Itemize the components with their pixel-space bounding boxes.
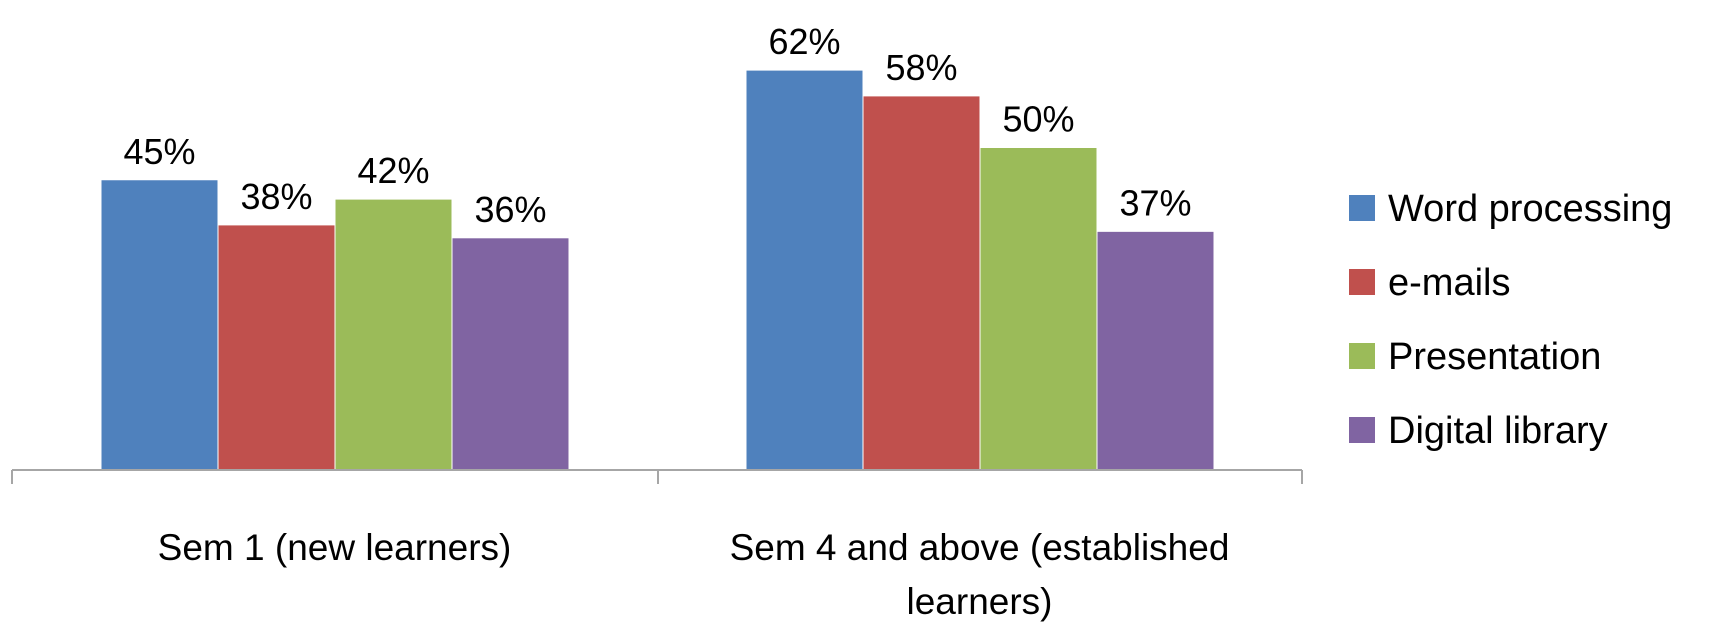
legend-swatch xyxy=(1349,195,1375,221)
bar xyxy=(334,198,453,471)
bar xyxy=(745,69,864,471)
legend-swatch xyxy=(1349,417,1375,443)
bar xyxy=(451,237,570,471)
legend-label: Presentation xyxy=(1388,336,1601,378)
data-label: 58% xyxy=(885,47,957,88)
data-label: 62% xyxy=(768,21,840,62)
legend-label: Word processing xyxy=(1388,188,1672,230)
bar xyxy=(1096,230,1215,471)
x-tick-label: Sem 4 and above (established xyxy=(730,527,1230,568)
x-axis: Sem 1 (new learners) Sem 4 and above (est… xyxy=(11,469,1303,622)
data-label: 36% xyxy=(474,189,546,230)
data-label: 42% xyxy=(357,150,429,191)
legend-label: Digital library xyxy=(1388,410,1608,452)
bar xyxy=(217,224,336,471)
bar xyxy=(862,95,981,471)
legend-swatch xyxy=(1349,343,1375,369)
legend: Word processing e-mails Presentation Digita… xyxy=(1349,188,1672,452)
data-label: 38% xyxy=(240,176,312,217)
x-tick-label: learners) xyxy=(907,581,1053,622)
bar xyxy=(979,147,1098,471)
bar xyxy=(100,179,219,471)
x-tick-label: Sem 1 (new learners) xyxy=(158,527,512,568)
data-label: 37% xyxy=(1119,182,1191,223)
data-label: 45% xyxy=(123,131,195,172)
legend-swatch xyxy=(1349,269,1375,295)
legend-label: e-mails xyxy=(1388,262,1510,304)
data-label: 50% xyxy=(1002,99,1074,140)
plot-area: 45% 62% 38% 58% 42% 50% 36% 37% xyxy=(100,21,1215,471)
